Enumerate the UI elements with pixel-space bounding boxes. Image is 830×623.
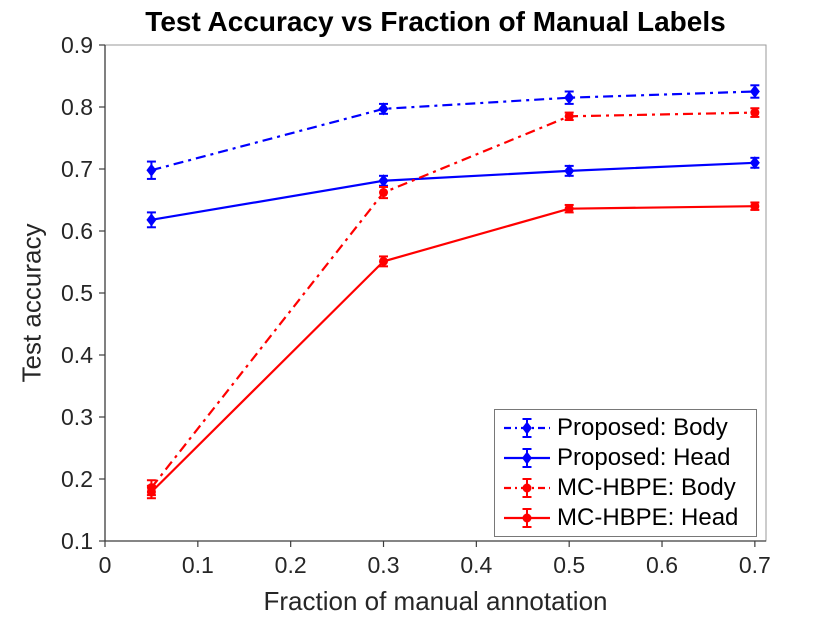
legend-item: Proposed: Body: [503, 413, 748, 443]
y-tick-label: 0.3: [61, 404, 93, 430]
y-tick-label: 0.1: [61, 528, 93, 554]
legend-item-label: MC-HBPE: Head: [557, 504, 739, 531]
diamond-marker: [564, 164, 575, 178]
x-tick-label: 0.3: [368, 552, 400, 578]
diamond-marker: [378, 174, 389, 188]
diamond-marker: [564, 91, 575, 105]
circle-marker: [564, 204, 574, 214]
legend-item-label: Proposed: Body: [557, 414, 728, 441]
series-mc-hbpe-head: [146, 201, 760, 500]
x-tick-label: 0.4: [460, 552, 492, 578]
legend-key-icon: [504, 418, 550, 438]
legend-item: Proposed: Head: [503, 443, 748, 473]
x-tick-label: 0: [99, 552, 112, 578]
y-tick-label: 0.8: [61, 94, 93, 120]
series-line: [151, 90, 755, 172]
y-tick-label: 0.5: [61, 280, 93, 306]
series-proposed-body: [146, 84, 760, 180]
series-mc-hbpe-body: [146, 107, 760, 497]
diamond-marker: [749, 85, 760, 98]
series-proposed-head: [146, 156, 760, 229]
diamond-marker: [749, 156, 760, 170]
x-tick-label: 0.5: [553, 552, 585, 578]
diamond-marker: [378, 102, 389, 116]
x-axis-label: Fraction of manual annotation: [263, 586, 608, 616]
legend: Proposed: Body Proposed: Head MC-HBPE: Bod…: [494, 409, 757, 537]
circle-marker: [146, 487, 156, 497]
diamond-marker: [146, 213, 157, 227]
x-tick-label: 0.6: [646, 552, 678, 578]
legend-item-label: MC-HBPE: Body: [557, 474, 736, 501]
legend-key-icon: [504, 448, 550, 468]
y-tick-label: 0.4: [61, 342, 93, 368]
y-tick-label: 0.6: [61, 218, 93, 244]
legend-item: MC-HBPE: Head: [503, 503, 748, 533]
y-tick-label: 0.7: [61, 156, 93, 182]
x-tick-label: 0.7: [739, 552, 771, 578]
legend-item: MC-HBPE: Body: [503, 473, 748, 503]
legend-item-label: Proposed: Head: [557, 444, 731, 471]
y-tick-label: 0.9: [61, 32, 93, 58]
circle-marker: [379, 188, 389, 198]
series-line: [150, 205, 755, 493]
circle-marker: [750, 201, 760, 211]
diamond-marker: [146, 163, 157, 177]
circle-marker: [750, 108, 760, 118]
chart-title: Test Accuracy vs Fraction of Manual Labe…: [145, 6, 726, 37]
circle-marker: [379, 256, 389, 266]
series-line: [150, 111, 755, 489]
series-line: [151, 161, 755, 221]
circle-marker: [564, 111, 574, 121]
legend-key-icon: [504, 478, 550, 498]
legend-key-icon: [504, 508, 550, 528]
x-tick-label: 0.1: [182, 552, 214, 578]
y-tick-label: 0.2: [61, 466, 93, 492]
x-tick-label: 0.2: [275, 552, 307, 578]
